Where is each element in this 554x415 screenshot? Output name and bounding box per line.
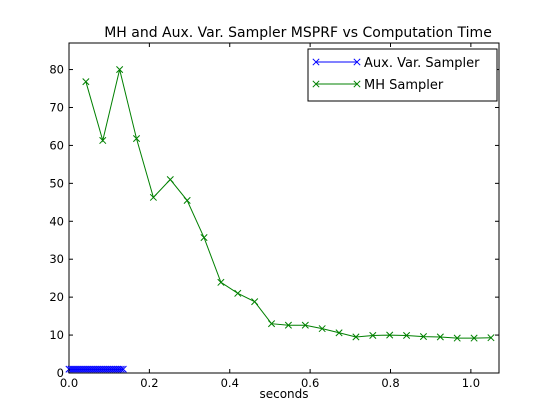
chart-title: MH and Aux. Var. Sampler MSPRF vs Comput…: [104, 25, 492, 41]
x-tick-label: 0.2: [140, 376, 158, 390]
ticks-layer: 0.0 0.2 0.4 0.6 0.8 1.0 0 10 20 30 40 50 60 70 80: [49, 43, 499, 390]
series-1-point-10: [251, 298, 259, 306]
y-tick-label: 0: [57, 366, 64, 380]
series-1-point-9: [234, 289, 242, 297]
x-tick-label: 0.0: [60, 376, 78, 390]
y-tick-label: 40: [49, 214, 64, 228]
series-1-point-17: [369, 331, 377, 340]
series-1-point-22: [453, 334, 461, 342]
x-axis-label: seconds: [259, 387, 308, 401]
legend-label-aux-var: Aux. Var. Sampler: [364, 56, 480, 71]
x-tick-label: 0.8: [381, 376, 399, 390]
legend-marker-start: [312, 58, 320, 66]
series-1-point-5: [166, 175, 174, 184]
series-1-point-15: [335, 329, 343, 337]
series-0-point-27: [119, 365, 127, 373]
y-tick-label: 80: [49, 63, 64, 77]
series-0-point-26: [117, 365, 125, 373]
series-1-point-11: [267, 320, 276, 328]
series-1-point-1: [99, 136, 107, 145]
legend-marker-aux-var: [312, 58, 361, 66]
series-layer: [65, 65, 495, 373]
y-tick-label: 30: [49, 252, 64, 266]
series-1-point-13: [301, 321, 309, 329]
series-1-point-4: [149, 193, 157, 201]
series-1-point-23: [470, 334, 478, 342]
legend-marker-mh: [312, 80, 361, 88]
legend-marker-end: [353, 58, 361, 66]
x-tick-label: 1.0: [462, 376, 480, 390]
legend-marker-start: [312, 80, 320, 88]
legend: Aux. Var. Sampler MH Sampler: [307, 48, 498, 102]
series-1: [82, 65, 495, 342]
series-1-point-18: [386, 331, 394, 339]
series-1-point-24: [487, 334, 495, 342]
series-1-point-14: [318, 325, 326, 333]
y-tick-label: 50: [49, 176, 64, 190]
y-tick-label: 10: [49, 328, 64, 342]
series-1-point-3: [132, 135, 141, 143]
series-1-point-12: [284, 321, 292, 329]
x-tick-label: 0.4: [221, 376, 239, 390]
y-tick-label: 60: [49, 138, 64, 152]
series-1-point-6: [183, 196, 191, 204]
series-1-point-19: [403, 331, 411, 340]
x-tick-label: 0.6: [301, 376, 319, 390]
series-1-point-0: [82, 78, 90, 86]
y-tick-label: 20: [49, 290, 64, 304]
series-1-point-20: [419, 333, 428, 341]
series-1-point-2: [116, 65, 124, 74]
series-1-point-21: [436, 333, 444, 341]
series-1-point-16: [352, 333, 360, 341]
y-tick-label: 70: [49, 100, 64, 114]
series-1-point-8: [217, 278, 225, 286]
legend-box: [307, 48, 498, 102]
legend-marker-end: [353, 80, 361, 88]
series-0: [65, 365, 127, 373]
legend-label-mh: MH Sampler: [364, 78, 444, 93]
series-1-point-7: [200, 234, 208, 242]
